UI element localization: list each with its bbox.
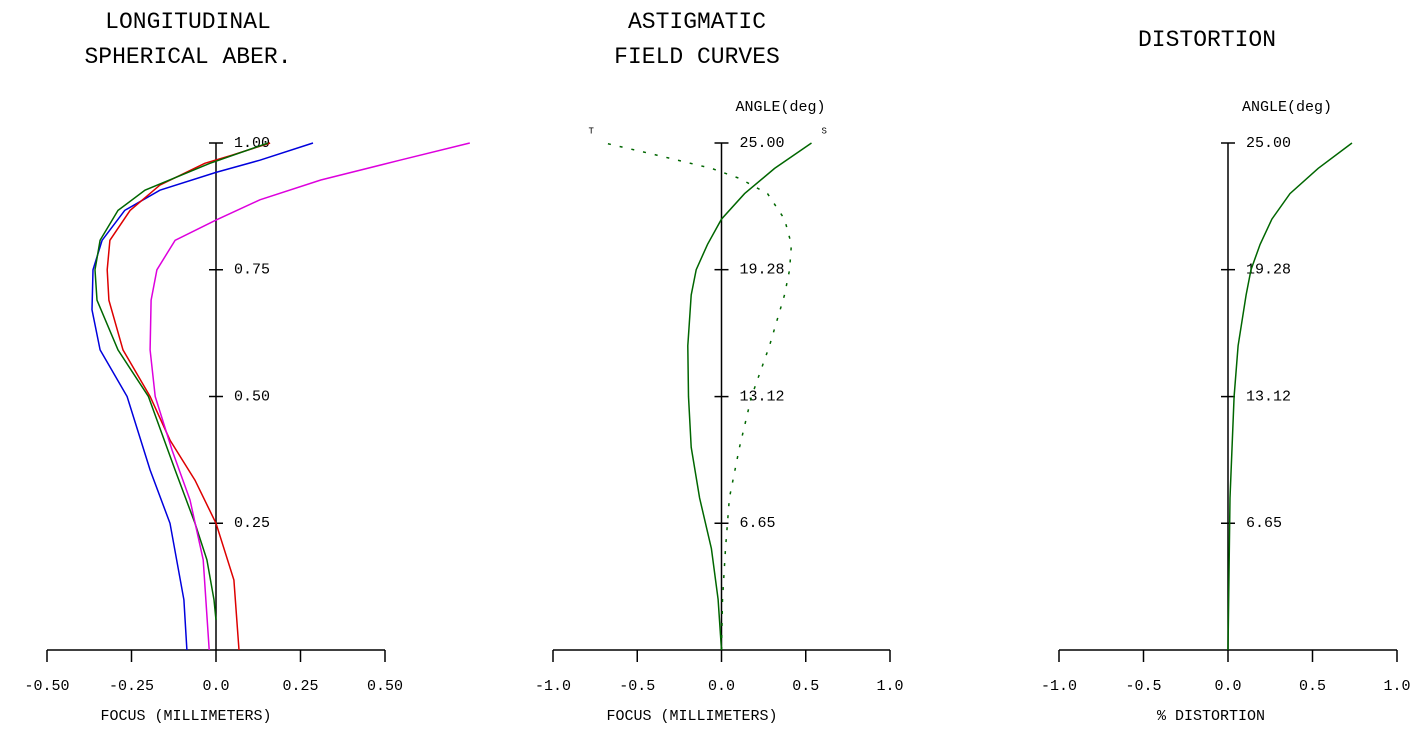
series-label: S [821, 126, 826, 136]
x-axis-label: FOCUS (MILLIMETERS) [606, 708, 777, 725]
chart-title: DISTORTION [1138, 27, 1276, 53]
x-tick-label: 0.5 [792, 678, 819, 695]
x-tick-label: -0.5 [619, 678, 655, 695]
y-tick-label: 1.00 [234, 135, 270, 152]
y-tick-label: 19.28 [1246, 262, 1291, 279]
curve [94, 142, 269, 621]
curve [106, 142, 271, 651]
x-tick-label: 0.50 [367, 678, 403, 695]
y-axis-label: ANGLE(deg) [736, 99, 826, 116]
chart-title: ASTIGMATIC [628, 9, 766, 35]
y-tick-label: 19.28 [740, 262, 785, 279]
x-tick-label: 0.0 [708, 678, 735, 695]
chart-title: LONGITUDINAL [105, 9, 271, 35]
y-axis-label: ANGLE(deg) [1242, 99, 1332, 116]
series-label: T [589, 126, 595, 136]
x-tick-label: 0.0 [1214, 678, 1241, 695]
y-tick-label: 13.12 [740, 389, 785, 406]
x-tick-label: 1.0 [1383, 678, 1410, 695]
x-tick-label: -0.5 [1125, 678, 1161, 695]
curve [149, 142, 470, 651]
curve [1227, 142, 1353, 651]
curve [91, 142, 314, 651]
y-tick-label: 25.00 [740, 135, 785, 152]
x-axis-label: FOCUS (MILLIMETERS) [100, 708, 271, 725]
x-tick-label: -0.50 [24, 678, 69, 695]
x-axis-label: % DISTORTION [1157, 708, 1265, 725]
curve [604, 142, 793, 651]
y-tick-label: 6.65 [1246, 515, 1282, 532]
y-tick-label: 0.75 [234, 262, 270, 279]
y-tick-label: 0.25 [234, 515, 270, 532]
x-tick-label: -1.0 [535, 678, 571, 695]
x-tick-label: -0.25 [109, 678, 154, 695]
curve [687, 142, 812, 651]
y-tick-label: 13.12 [1246, 389, 1291, 406]
chart-title: FIELD CURVES [614, 44, 780, 70]
y-tick-label: 25.00 [1246, 135, 1291, 152]
y-tick-label: 0.50 [234, 388, 270, 405]
x-tick-label: 0.25 [282, 678, 318, 695]
x-tick-label: 0.0 [202, 678, 229, 695]
x-tick-label: 0.5 [1299, 678, 1326, 695]
x-tick-label: 1.0 [876, 678, 903, 695]
x-tick-label: -1.0 [1041, 678, 1077, 695]
chart-title: SPHERICAL ABER. [84, 44, 291, 70]
y-tick-label: 6.65 [740, 515, 776, 532]
